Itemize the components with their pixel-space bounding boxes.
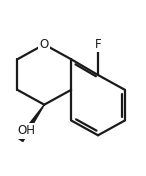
Text: F: F (95, 38, 101, 51)
Text: O: O (40, 38, 49, 51)
Polygon shape (18, 105, 44, 142)
Text: OH: OH (18, 124, 36, 137)
